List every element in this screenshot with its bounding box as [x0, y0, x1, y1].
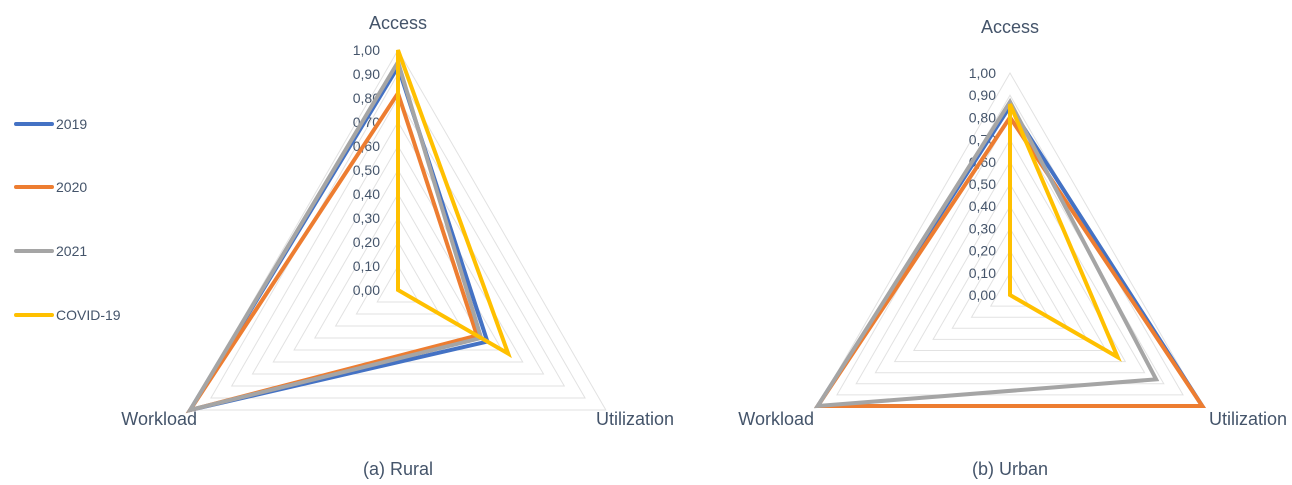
grid-ring [313, 192, 483, 339]
legend-item-covid-19: COVID-19 [14, 307, 121, 323]
legend-swatch-covid-19 [14, 313, 54, 317]
tick-label: 0,10 [353, 258, 380, 274]
series-covid-19 [1008, 103, 1122, 362]
axis-label-utilization: Utilization [1209, 409, 1287, 429]
tick-label: 0,40 [969, 198, 996, 214]
chart-caption: (b) Urban [972, 459, 1048, 479]
grid-ring [874, 138, 1146, 374]
tick-label: 1,00 [969, 65, 996, 81]
axis-label-workload: Workload [738, 409, 814, 429]
tick-label: 0,50 [969, 176, 996, 192]
tick-label: 0,20 [353, 234, 380, 250]
radar-chart-b-urban: 0,000,100,200,300,400,500,600,700,800,90… [738, 17, 1287, 479]
tick-label: 0,10 [969, 265, 996, 281]
series-covid-19 [396, 49, 512, 359]
legend-label-covid-19: COVID-19 [56, 307, 121, 323]
tick-label: 0,20 [969, 243, 996, 259]
legend-label-2020: 2020 [56, 179, 88, 195]
tick-label: 0,00 [353, 282, 380, 298]
axis-label-workload: Workload [121, 409, 197, 429]
legend-swatch-2019 [14, 122, 54, 126]
legend-item-2021: 2021 [14, 243, 87, 259]
tick-label: 0,50 [353, 162, 380, 178]
tick-label: 0,30 [969, 220, 996, 236]
grid-ring [932, 205, 1088, 340]
legend-swatch-2020 [14, 185, 54, 189]
axis-label-access: Access [981, 17, 1039, 37]
grid-ring [970, 249, 1050, 318]
radar-chart-a-rural: 0,000,100,200,300,400,500,600,700,800,90… [121, 13, 674, 479]
legend-label-2019: 2019 [56, 116, 88, 132]
tick-label: 1,00 [353, 42, 380, 58]
grid-ring [230, 96, 566, 387]
series-2021 [185, 57, 484, 414]
chart-caption: (a) Rural [363, 459, 433, 479]
series-2019 [185, 62, 490, 414]
grid-ring [376, 264, 420, 303]
series-2021 [813, 97, 1160, 409]
axis-label-access: Access [369, 13, 427, 33]
tick-label: 0,90 [969, 87, 996, 103]
legend-item-2020: 2020 [14, 179, 87, 195]
grid-ring [293, 168, 503, 351]
tick-label: 0,80 [969, 109, 996, 125]
grid-ring [893, 160, 1127, 363]
legend-label-2021: 2021 [56, 243, 88, 259]
grid-ring [189, 48, 607, 411]
grid-ring [951, 227, 1069, 329]
axis-label-utilization: Utilization [596, 409, 674, 429]
grid-ring [355, 240, 441, 315]
grid-ring [334, 216, 462, 327]
series-2020 [814, 113, 1206, 408]
grid-ring [989, 271, 1031, 307]
tick-label: 0,40 [353, 186, 380, 202]
tick-label: 0,00 [969, 287, 996, 303]
legend-swatch-2021 [14, 249, 54, 253]
tick-label: 0,30 [353, 210, 380, 226]
grid-ring [913, 182, 1107, 351]
legend-item-2019: 2019 [14, 116, 87, 132]
tick-label: 0,90 [353, 66, 380, 82]
